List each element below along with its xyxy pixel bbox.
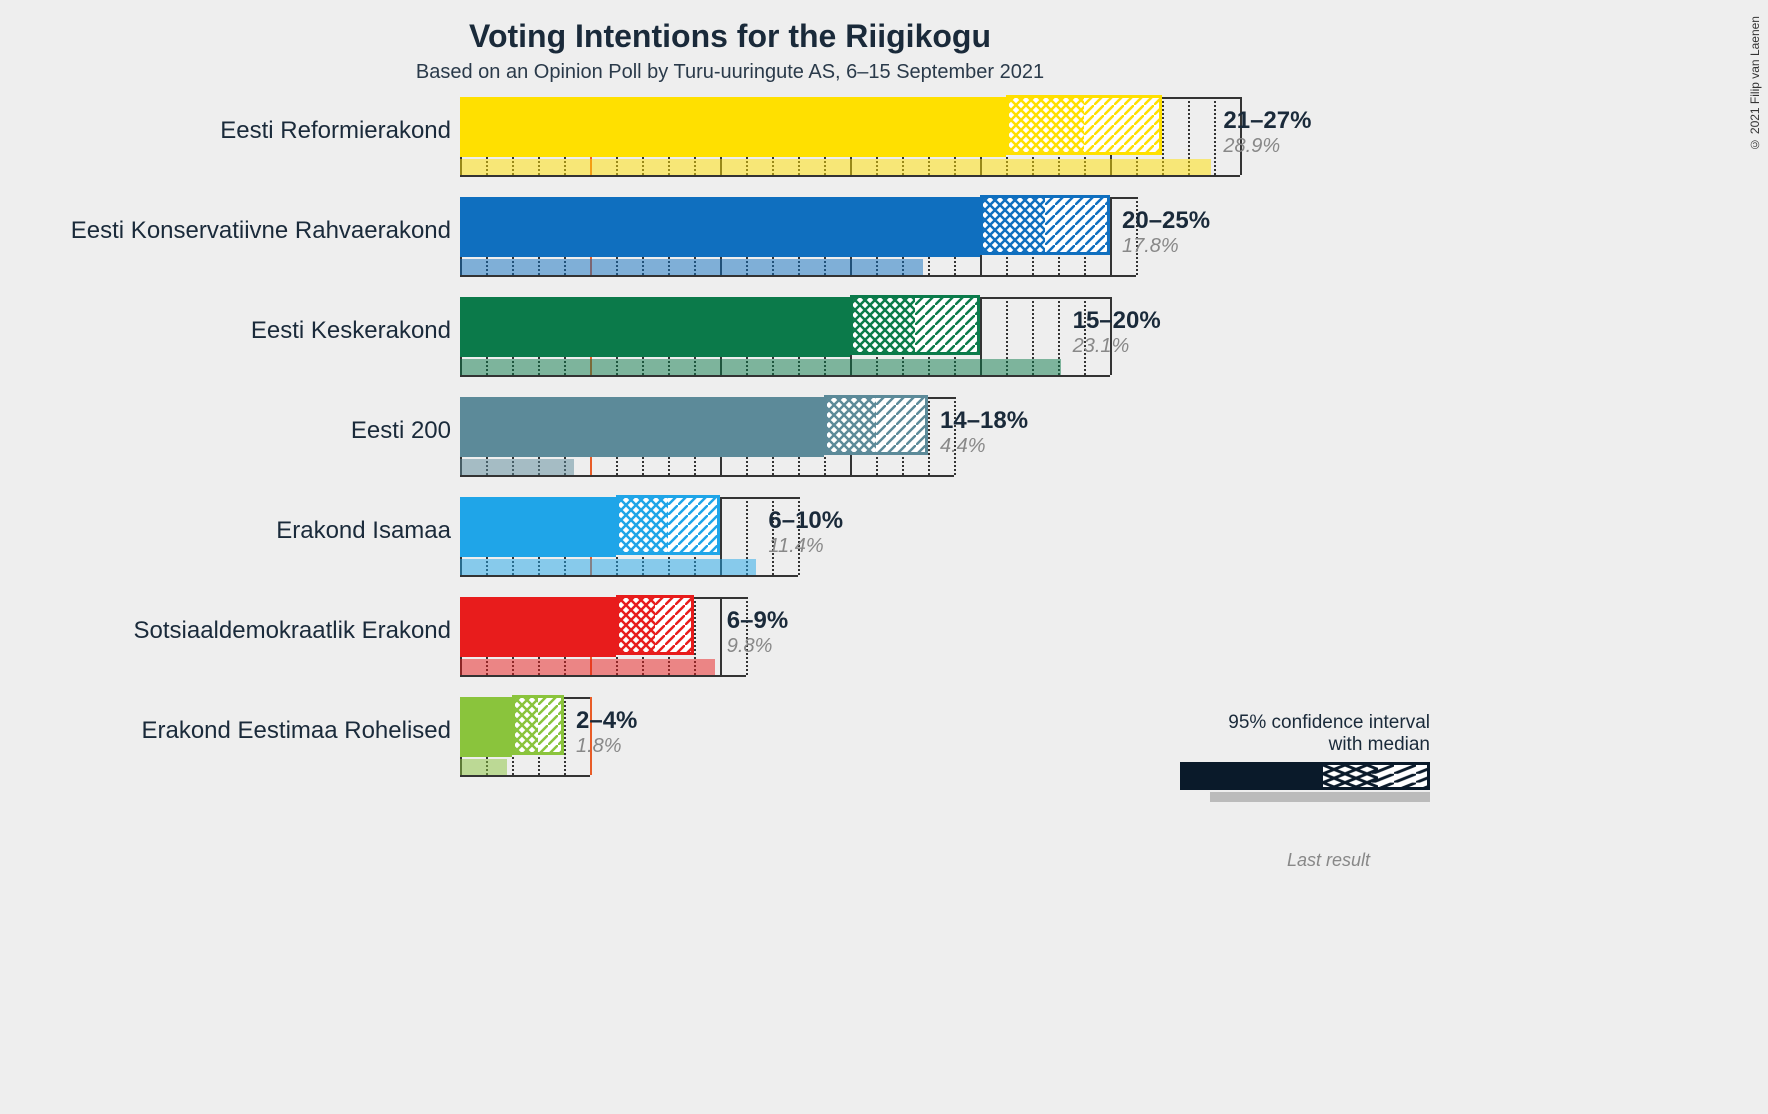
party-row: Eesti 200 14–18%4.4% [0, 395, 1460, 495]
ci-outline [850, 295, 980, 355]
party-row: Eesti Konservatiivne Rahvaerakond 20–25%1… [0, 195, 1460, 295]
range-label: 14–18% [940, 407, 1028, 435]
last-result-bar [460, 759, 507, 775]
last-result-label: 28.9% [1223, 135, 1280, 158]
ci-outline [824, 395, 928, 455]
legend-swatch [1100, 762, 1430, 806]
poll-bar [460, 197, 980, 257]
last-result-label: 23.1% [1073, 335, 1130, 358]
party-row: Sotsiaaldemokraatlik Erakond 6–9%9.8% [0, 595, 1460, 695]
last-result-bar [460, 159, 1211, 175]
ci-outline [616, 595, 694, 655]
poll-bar [460, 97, 1006, 157]
party-label: Erakond Eestimaa Rohelised [141, 717, 451, 745]
poll-bar [460, 597, 616, 657]
poll-bar [460, 397, 824, 457]
party-label: Eesti Konservatiivne Rahvaerakond [71, 217, 451, 245]
ci-outline [616, 495, 720, 555]
last-result-bar [460, 359, 1061, 375]
legend-line2: with median [1100, 734, 1430, 756]
range-label: 21–27% [1223, 107, 1311, 135]
last-result-label: 11.4% [768, 535, 823, 558]
legend-line1: 95% confidence interval [1100, 712, 1430, 734]
last-result-bar [460, 659, 715, 675]
party-row: Eesti Reformierakond 21–27%28.9% [0, 95, 1460, 195]
party-label: Sotsiaaldemokraatlik Erakond [134, 617, 452, 645]
ci-outline [512, 695, 564, 755]
chart-subtitle: Based on an Opinion Poll by Turu-uuringu… [0, 55, 1460, 84]
party-row: Erakond Isamaa 6–10%11.4% [0, 495, 1460, 595]
last-result-label: 1.8% [576, 735, 622, 758]
party-row: Eesti Keskerakond 15–20%23.1% [0, 295, 1460, 395]
party-label: Eesti 200 [351, 417, 451, 445]
last-result-label: 17.8% [1122, 235, 1179, 258]
ci-outline [1006, 95, 1162, 155]
legend-last-label: Last result [1100, 806, 1430, 871]
range-label: 20–25% [1122, 207, 1210, 235]
party-label: Erakond Isamaa [276, 517, 451, 545]
range-label: 6–10% [768, 507, 843, 535]
range-label: 2–4% [576, 707, 637, 735]
party-label: Eesti Reformierakond [220, 117, 451, 145]
poll-bar [460, 697, 512, 757]
poll-bar [460, 497, 616, 557]
poll-bar [460, 297, 850, 357]
last-result-bar [460, 259, 923, 275]
copyright: © 2021 Filip van Laenen [1748, 16, 1762, 151]
last-result-bar [460, 459, 574, 475]
ci-outline [980, 195, 1110, 255]
last-result-label: 4.4% [940, 435, 986, 458]
legend: 95% confidence interval with median Last… [1100, 712, 1430, 871]
last-result-label: 9.8% [727, 635, 773, 658]
party-label: Eesti Keskerakond [251, 317, 451, 345]
range-label: 15–20% [1073, 307, 1161, 335]
range-label: 6–9% [727, 607, 788, 635]
chart-title: Voting Intentions for the Riigikogu [0, 0, 1460, 55]
last-result-bar [460, 559, 756, 575]
